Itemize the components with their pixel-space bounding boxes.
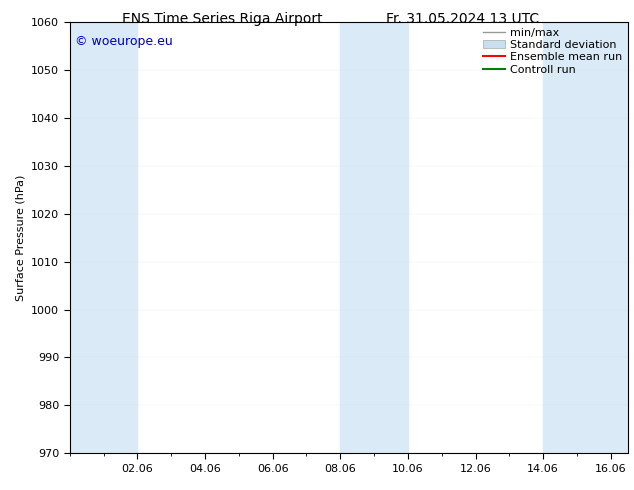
Bar (70, 22, 138, 453)
Text: © woeurope.eu: © woeurope.eu (75, 35, 173, 48)
Bar (543, 22, 628, 453)
Bar (340, 22, 408, 453)
Text: Fr. 31.05.2024 13 UTC: Fr. 31.05.2024 13 UTC (386, 12, 540, 26)
Y-axis label: Surface Pressure (hPa): Surface Pressure (hPa) (16, 174, 25, 301)
Legend: min/max, Standard deviation, Ensemble mean run, Controll run: min/max, Standard deviation, Ensemble me… (481, 25, 624, 77)
Text: ENS Time Series Riga Airport: ENS Time Series Riga Airport (122, 12, 322, 26)
